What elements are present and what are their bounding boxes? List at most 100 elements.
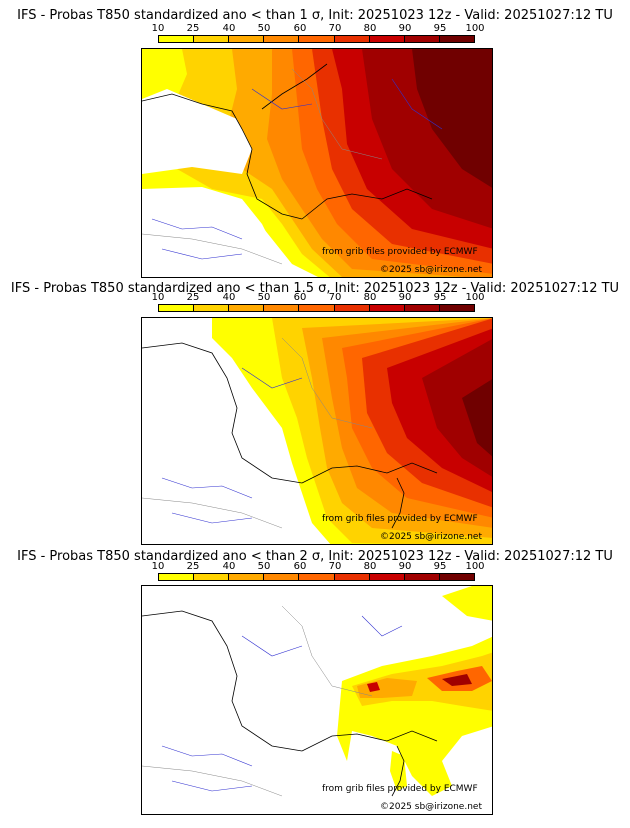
colorbar-segment [159,36,195,42]
map-panel-2: IFS - Probas T850 standardized ano < tha… [0,275,630,545]
colorbar-segment [439,574,474,580]
colorbar-tick: 60 [293,292,307,303]
colorbar-segment [334,305,370,311]
coastlines [142,610,438,797]
colorbar-tick: 95 [433,292,447,303]
data-source-credit: from grib files provided by ECMWF [322,514,478,524]
colorbar-tick: 50 [257,292,271,303]
colorbar-tick: 10 [151,292,165,303]
colorbar-tick: 50 [257,23,271,34]
data-source-credit: from grib files provided by ECMWF [322,247,478,257]
blank-area-atlantic [142,89,252,174]
panel-title: IFS - Probas T850 standardized ano < tha… [17,549,613,564]
borders [142,605,373,797]
probability-shading [337,586,492,796]
colorbar-tick: 100 [465,561,485,572]
colorbar-tick: 25 [186,561,200,572]
colorbar-segment [404,305,440,311]
colorbar-segment [194,305,230,311]
map-frame: from grib files provided by ECMWF ©2025 … [141,317,493,545]
colorbar-segment [439,36,474,42]
colorbar-tick: 25 [186,292,200,303]
colorbar-segment [404,574,440,580]
colorbar [158,304,475,312]
colorbar-tick: 100 [465,292,485,303]
copyright-credit: ©2025 sb@irizone.net [380,265,482,275]
colorbar-segment [299,574,335,580]
colorbar [158,573,475,581]
colorbar-segment [159,574,195,580]
colorbar-segment [229,574,265,580]
colorbar-segment [264,305,300,311]
colorbar-segment [194,36,230,42]
colorbar-segment [369,305,405,311]
blank-area-iberia [142,187,282,277]
colorbar-segment [229,36,265,42]
panel-title: IFS - Probas T850 standardized ano < tha… [10,281,620,296]
colorbar-segment [299,305,335,311]
colorbar-tick: 95 [433,23,447,34]
data-source-credit: from grib files provided by ECMWF [322,784,478,794]
prob-area-90 [442,674,472,686]
coastlines [142,342,438,529]
map-panel-1: IFS - Probas T850 standardized ano < tha… [0,0,630,280]
colorbar-tick: 40 [222,23,236,34]
map-frame: from grib files provided by ECMWF ©2025 … [141,48,493,278]
copyright-credit: ©2025 sb@irizone.net [380,802,482,812]
colorbar-segment [369,36,405,42]
rivers [161,615,403,792]
prob-area-95 [412,49,492,188]
probability-map [142,318,492,544]
colorbar-tick: 90 [398,23,412,34]
rivers [151,78,443,260]
colorbar-tick: 60 [293,23,307,34]
colorbar-segment [229,305,265,311]
colorbar-tick: 25 [186,23,200,34]
colorbar-segment [334,574,370,580]
prob-area-95 [462,379,492,457]
prob-area-10-corsica [390,751,407,791]
colorbar-segment [299,36,335,42]
colorbar-tick: 60 [293,561,307,572]
colorbar-segment [264,574,300,580]
colorbar-tick: 40 [222,561,236,572]
rivers [161,367,303,524]
prob-area-10-north [442,586,492,621]
colorbar [158,35,475,43]
prob-area-80 [367,682,380,692]
colorbar-tick: 80 [363,23,377,34]
prob-area-90 [422,339,492,477]
colorbar-tick-labels: 10 25 40 50 60 70 80 90 95 100 [0,561,630,573]
colorbar-tick-labels: 10 25 40 50 60 70 80 90 95 100 [0,23,630,35]
colorbar-tick: 40 [222,292,236,303]
colorbar-tick: 80 [363,292,377,303]
copyright-credit: ©2025 sb@irizone.net [380,532,482,542]
map-panel-3: IFS - Probas T850 standardized ano < tha… [0,543,630,828]
panel-title: IFS - Probas T850 standardized ano < tha… [17,8,613,23]
colorbar-tick: 70 [328,292,342,303]
colorbar-tick: 70 [328,561,342,572]
colorbar-segment [404,36,440,42]
colorbar-tick: 95 [433,561,447,572]
colorbar-tick: 70 [328,23,342,34]
colorbar-tick-labels: 10 25 40 50 60 70 80 90 95 100 [0,292,630,304]
colorbar-tick: 90 [398,292,412,303]
colorbar-tick: 80 [363,561,377,572]
colorbar-segment [194,574,230,580]
colorbar-tick: 100 [465,23,485,34]
colorbar-tick: 10 [151,23,165,34]
colorbar-tick: 90 [398,561,412,572]
colorbar-tick: 50 [257,561,271,572]
coastlines [142,63,433,220]
borders [142,68,383,265]
probability-map [142,49,492,277]
map-frame: from grib files provided by ECMWF ©2025 … [141,585,493,815]
colorbar-tick: 10 [151,561,165,572]
probability-map [142,586,492,797]
colorbar-segment [369,574,405,580]
colorbar-segment [264,36,300,42]
borders [142,337,373,529]
colorbar-segment [439,305,474,311]
probability-shading [212,318,492,544]
colorbar-segment [159,305,195,311]
